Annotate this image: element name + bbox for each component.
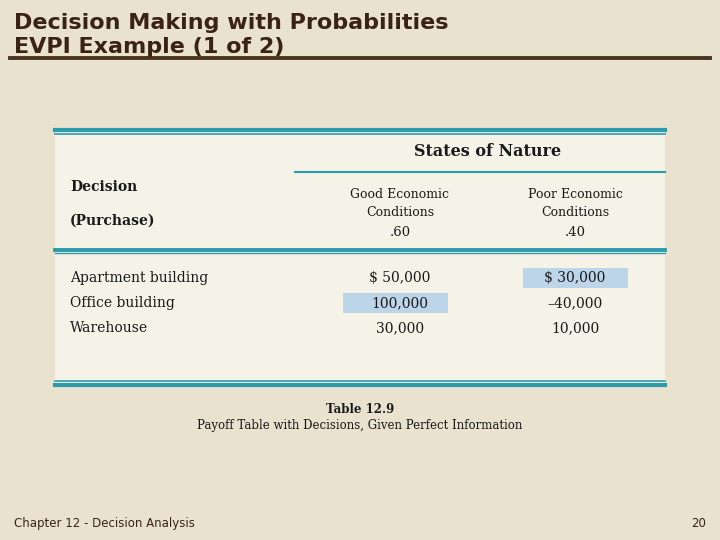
Bar [523, 268, 628, 288]
Text: Good Economic: Good Economic [351, 188, 449, 201]
Text: Poor Economic: Poor Economic [528, 188, 622, 201]
Text: $ 50,000: $ 50,000 [369, 271, 431, 285]
Text: $ 30,000: $ 30,000 [544, 271, 606, 285]
Text: States of Nature: States of Nature [414, 144, 561, 160]
Text: 10,000: 10,000 [551, 321, 599, 335]
Text: (Purchase): (Purchase) [70, 214, 156, 228]
Text: Office building: Office building [70, 296, 175, 310]
Text: 30,000: 30,000 [376, 321, 424, 335]
Text: 20: 20 [691, 517, 706, 530]
Text: Decision Making with Probabilities: Decision Making with Probabilities [14, 13, 449, 33]
Text: EVPI Example (1 of 2): EVPI Example (1 of 2) [14, 37, 284, 57]
Text: Table 12.9: Table 12.9 [326, 403, 394, 416]
Bar [343, 293, 448, 313]
Text: Warehouse: Warehouse [70, 321, 148, 335]
Text: Apartment building: Apartment building [70, 271, 208, 285]
Text: 100,000: 100,000 [372, 296, 428, 310]
Text: Payoff Table with Decisions, Given Perfect Information: Payoff Table with Decisions, Given Perfe… [197, 419, 523, 432]
Bar [55, 130, 665, 385]
Text: .40: .40 [564, 226, 585, 240]
Text: Chapter 12 - Decision Analysis: Chapter 12 - Decision Analysis [14, 517, 195, 530]
Text: Conditions: Conditions [366, 206, 434, 219]
Text: .60: .60 [390, 226, 410, 240]
Text: Conditions: Conditions [541, 206, 609, 219]
Text: –40,000: –40,000 [547, 296, 603, 310]
Text: Decision: Decision [70, 180, 138, 194]
